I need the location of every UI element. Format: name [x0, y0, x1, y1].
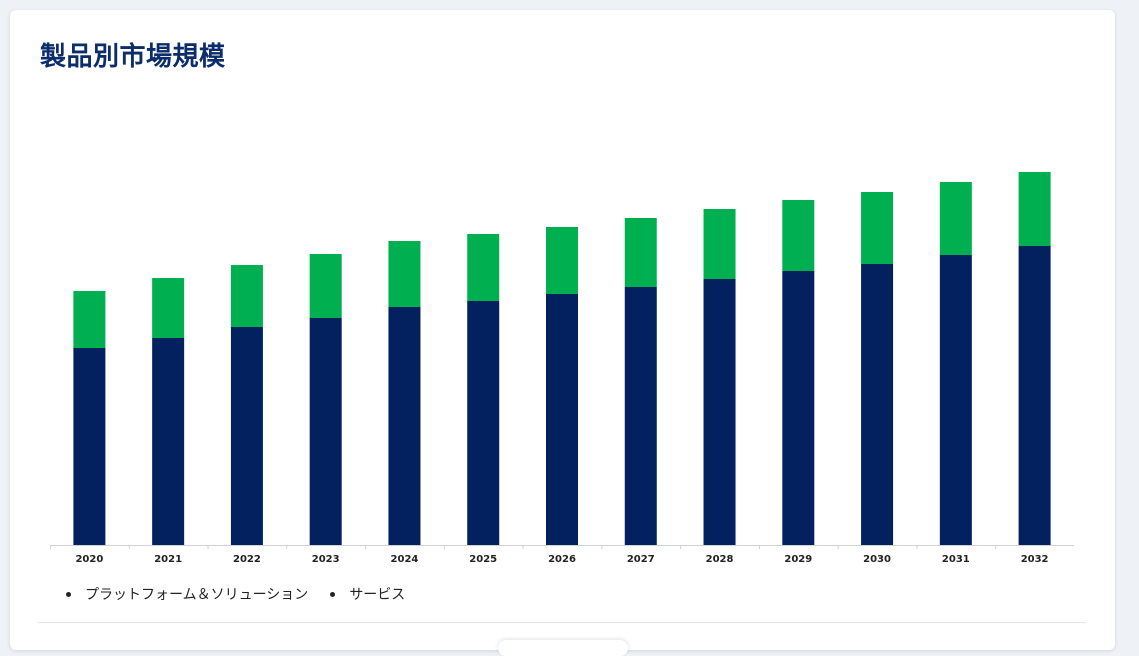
bar-services-2024: [388, 241, 421, 307]
bar-platform-2022: [230, 327, 263, 545]
bar-services-2026: [546, 227, 578, 294]
x-tick-label-2024: 2024: [391, 554, 419, 565]
bar-services-2025: [467, 234, 500, 301]
bar-platform-2029: [782, 271, 815, 545]
x-tick-label-2021: 2021: [154, 554, 182, 565]
x-tick-label-2032: 2032: [1021, 554, 1049, 565]
chart-card: 製品別市場規模 2020 2021 2022 2023 2024 2025 2026 2027…: [10, 10, 1115, 656]
bar-services-2020: [73, 291, 106, 348]
bar-platform-2021: [152, 338, 185, 545]
chart-title: 製品別市場規模: [40, 42, 226, 72]
legend-bullet: [330, 591, 336, 597]
bar-platform-2028: [703, 279, 736, 545]
bar-services-2032: [1018, 172, 1051, 246]
bar-services-2023: [309, 254, 342, 318]
x-tick-label-2028: 2028: [706, 554, 734, 565]
legend-label-platform: プラットフォーム＆ソリューション: [85, 587, 309, 603]
x-tick-label-2020: 2020: [75, 554, 103, 565]
bar-services-2027: [624, 218, 657, 287]
legend-item-services: サービス: [330, 584, 405, 604]
bar-services-2021: [152, 278, 185, 338]
bar-services-2022: [230, 265, 263, 327]
bar-platform-2031: [939, 255, 972, 545]
bar-services-2029: [782, 200, 815, 271]
x-tick-label-2027: 2027: [627, 554, 655, 565]
stacked-bar-chart: 2020 2021 2022 2023 2024 2025 2026 2027 2028 2029…: [50, 172, 1074, 565]
x-tick-label-2023: 2023: [312, 554, 340, 565]
bar-platform-2025: [467, 301, 500, 545]
legend-bullet: [66, 591, 71, 597]
bar-services-2028: [703, 209, 736, 279]
bar-platform-2032: [1018, 246, 1051, 545]
legend-label-services: サービス: [349, 587, 406, 603]
bar-platform-2027: [624, 287, 657, 545]
legend-item-platform: プラットフォーム＆ソリューション: [66, 584, 308, 604]
bar-platform-2020: [73, 348, 106, 545]
bar-services-2031: [939, 182, 972, 255]
chart-legend: プラットフォーム＆ソリューション サービス: [66, 584, 405, 604]
x-tick-label-2029: 2029: [784, 554, 812, 565]
x-tick-label-2030: 2030: [863, 554, 891, 565]
divider: [38, 622, 1086, 623]
bar-platform-2026: [546, 294, 578, 545]
bar-services-2030: [861, 192, 894, 264]
x-tick-label-2031: 2031: [942, 554, 970, 565]
scroll-tab[interactable]: [498, 640, 628, 656]
bar-platform-2030: [861, 264, 894, 545]
x-tick-label-2025: 2025: [469, 554, 497, 565]
x-tick-label-2022: 2022: [233, 554, 261, 565]
bar-platform-2023: [309, 318, 342, 545]
x-tick-label-2026: 2026: [548, 554, 576, 565]
bar-platform-2024: [388, 307, 421, 545]
